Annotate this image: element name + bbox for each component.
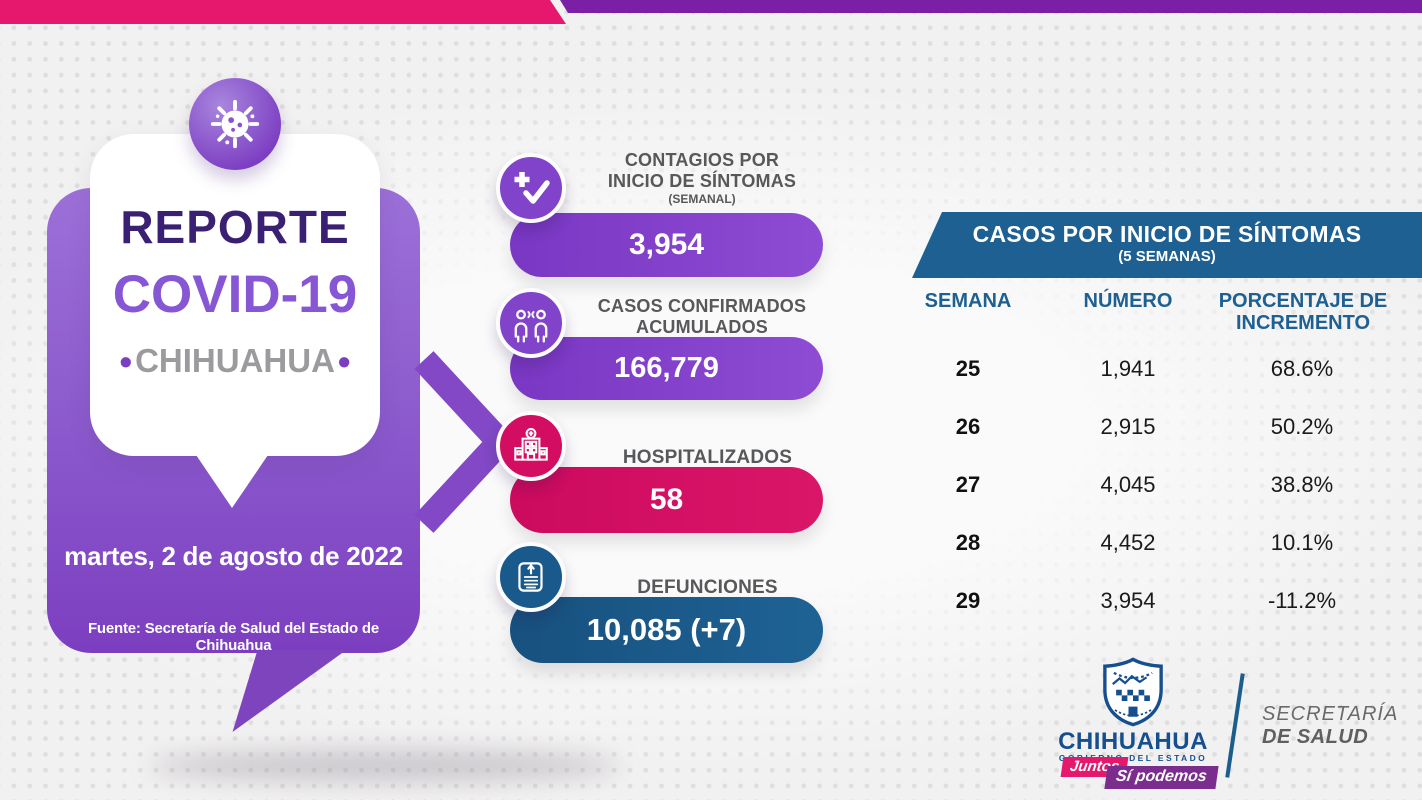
report-date: martes, 2 de agosto de 2022 [64,541,403,571]
column-header-incremento: PORCENTAJE DE INCREMENTO [1218,290,1388,334]
source-note: Fuente: Secretaría de Salud del Estado d… [87,620,380,654]
table-row: 27 4,045 38.8% [900,456,1422,514]
casos-value-pill: 166,779 [510,337,823,400]
incremento-cell: 10.1% [1270,530,1334,555]
column-header-semana: SEMANA [924,290,1012,312]
semana-cell: 29 [955,588,981,613]
region-title: •CHIHUAHUA• [90,341,380,383]
semana-cell: 28 [955,530,981,555]
report-title: REPORTE [120,201,350,253]
test-positive-icon [514,172,550,204]
incremento-cell: -11.2% [1267,588,1337,613]
contagios-label: CONTAGIOS POR INICIO DE SÍNTOMAS (SEMANA… [607,150,797,206]
numero-cell: 2,915 [1100,414,1156,439]
de-salud-text: DE SALUD [1262,726,1369,748]
numero-cell: 4,045 [1100,472,1156,497]
chihuahua-shield-icon [1103,657,1163,727]
table-row: 26 2,915 50.2% [900,398,1422,456]
casos-badge [496,288,566,358]
semana-cell: 25 [955,356,981,381]
hospital-icon [514,427,548,461]
virus-badge [189,78,281,170]
casos-label: CASOS CONFIRMADOS ACUMULADOS [597,296,807,337]
hospitalizados-badge [496,411,566,481]
numero-cell: 4,452 [1100,530,1156,555]
incremento-cell: 38.8% [1270,472,1334,497]
hospitalizados-value-pill: 58 [510,467,823,533]
numero-cell: 1,941 [1100,356,1156,381]
numero-cell: 3,954 [1100,588,1156,613]
bubble-ground-shadow [150,750,620,782]
defunciones-value-pill: 10,085 (+7) [510,597,823,663]
contagios-value-pill: 3,954 [510,213,823,277]
top-bar-pink [0,0,566,24]
defunciones-badge [496,542,566,612]
defunciones-label: DEFUNCIONES [637,577,778,598]
si-podemos-badge: Sí podemos [1104,766,1219,789]
virus-icon [210,99,260,149]
contagios-badge [496,153,566,223]
defunciones-value: 10,085 (+7) [586,612,747,647]
bullet-right: • [337,341,351,382]
covid-title: COVID-19 [112,265,358,324]
incremento-cell: 68.6% [1270,356,1334,381]
column-header-numero: NÚMERO [1083,290,1173,312]
table-title: CASOS POR INICIO DE SÍNTOMAS [972,221,1362,247]
hospitalizados-label: HOSPITALIZADOS [622,447,793,468]
contagion-icon [514,309,548,343]
casos-value: 166,779 [614,352,719,384]
bullet-left: • [119,341,133,382]
top-bar-purple [560,0,1422,13]
chihuahua-logo-text: CHIHUAHUA [1058,728,1208,755]
semana-cell: 26 [955,414,981,439]
semana-cell: 27 [955,472,981,497]
report-title-card [90,134,380,456]
table-row: 29 3,954 -11.2% [900,572,1422,630]
incremento-cell: 50.2% [1270,414,1334,439]
gobierno-del-estado-text: GOBIERNO DEL ESTADO [1058,753,1208,763]
contagios-value: 3,954 [628,228,705,261]
table-subtitle: (5 SEMANAS) [1118,248,1216,265]
death-certificate-icon [518,562,543,592]
table-banner: CASOS POR INICIO DE SÍNTOMAS (5 SEMANAS) [912,212,1422,278]
region-name: CHIHUAHUA [135,342,335,379]
table-row: 28 4,452 10.1% [900,514,1422,572]
cases-table: 25 1,941 68.6% 26 2,915 50.2% 27 4,045 3… [900,340,1422,630]
table-row: 25 1,941 68.6% [900,340,1422,398]
hospitalizados-value: 58 [649,483,684,516]
secretaria-text: SECRETARÍA [1262,703,1399,725]
